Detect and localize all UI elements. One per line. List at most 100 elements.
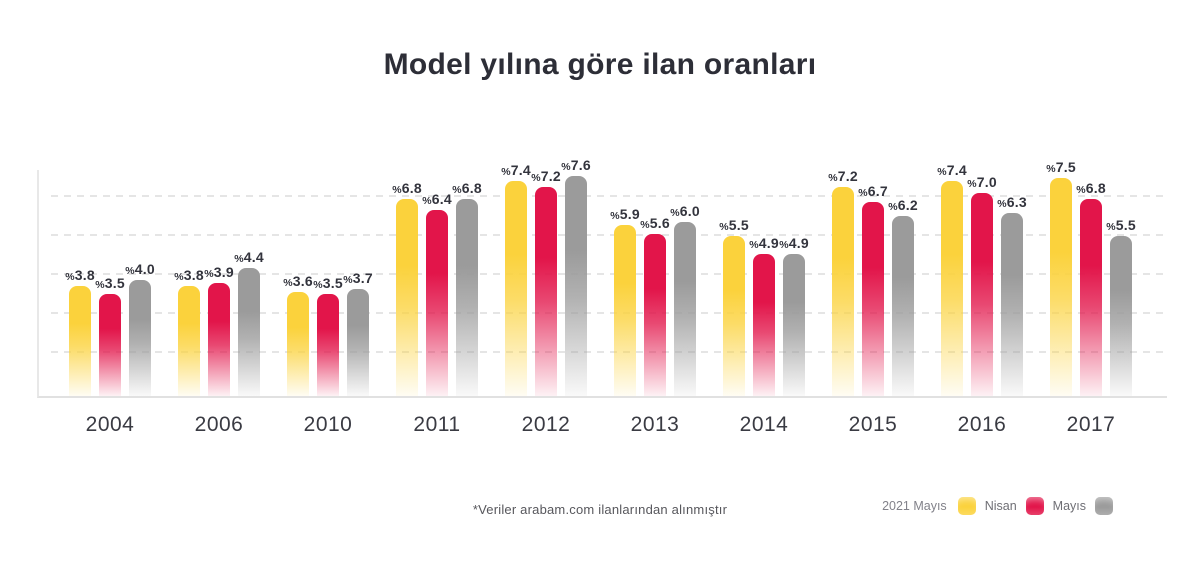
percent-sign: % [888,201,898,213]
bar-yellow-nisan-2016: %7.4 [937,162,967,396]
percent-sign: % [967,178,977,190]
bar-value-label: %6.8 [392,180,422,196]
percent-sign: % [392,184,402,196]
bar-gray-2012: %7.6 [561,157,591,396]
value-text: 6.8 [461,180,482,196]
percent-sign: % [670,207,680,219]
bar-group-2006: %3.8 %3.9 %4.4 2006 [174,170,264,436]
bar-red-mayis-2014: %4.9 [749,235,779,396]
bar-gray-2015: %6.2 [888,197,918,396]
percent-sign: % [422,195,432,207]
value-text: 4.4 [243,249,264,265]
percent-sign: % [65,271,75,283]
value-text: 3.8 [183,267,204,283]
percent-sign: % [95,279,105,291]
percent-sign: % [1076,184,1086,196]
bar-red-mayis-2004: %3.5 [95,275,125,396]
gridline [51,195,1167,197]
legend-label-nisan: Nisan [984,499,1017,513]
bar-value-label: %4.4 [234,249,264,265]
bar-group-2013: %5.9 %5.6 %6.0 2013 [610,170,700,436]
gridline [51,234,1167,236]
bar-value-label: %7.5 [1046,159,1076,175]
value-text: 7.2 [837,168,858,184]
percent-sign: % [1106,221,1116,233]
plot-area: %3.8 %3.5 %4.0 2004 %3.8 %3.9 %4.4 2006 %3.6 %3.5… [37,157,1167,436]
value-text: 4.9 [788,235,809,251]
bar-value-label: %4.9 [779,235,809,251]
value-text: 3.5 [322,275,343,291]
bar-value-label: %7.2 [828,168,858,184]
x-tick-2013: 2013 [630,413,680,436]
x-tick-2006: 2006 [194,413,244,436]
bar-gray-2006: %4.4 [234,249,264,396]
bar-value-label: %3.8 [65,267,95,283]
percent-sign: % [174,271,184,283]
bar-value-label: %6.8 [452,180,482,196]
bar-yellow-nisan-2010: %3.6 [283,273,313,396]
percent-sign: % [452,184,462,196]
percent-sign: % [204,268,214,280]
x-tick-2014: 2014 [739,413,789,436]
value-text: 6.2 [897,197,918,213]
bar-group-2014: %5.5 %4.9 %4.9 2014 [719,170,809,436]
x-tick-2012: 2012 [521,413,571,436]
value-text: 3.9 [213,264,234,280]
bar-red-mayis-2016: %7.0 [967,174,997,396]
legend-swatch-red-icon [1025,497,1044,515]
bar-red-mayis-2013: %5.6 [640,215,670,396]
x-tick-2015: 2015 [848,413,898,436]
bar-value-label: %4.9 [749,235,779,251]
x-tick-2017: 2017 [1066,413,1116,436]
percent-sign: % [501,166,511,178]
bar-gray-2004: %4.0 [125,261,155,396]
percent-sign: % [719,221,729,233]
x-tick-2011: 2011 [413,413,461,436]
percent-sign: % [749,239,759,251]
value-text: 5.5 [1115,217,1136,233]
value-text: 3.7 [352,270,373,286]
bar-value-label: %5.6 [640,215,670,231]
bar-yellow-nisan-2017: %7.5 [1046,159,1076,396]
x-tick-2010: 2010 [303,413,353,436]
value-text: 4.9 [758,235,779,251]
value-text: 4.0 [134,261,155,277]
bar-value-label: %7.0 [967,174,997,190]
bar-red-mayis-2010: %3.5 [313,275,343,396]
bar-group-2011: %6.8 %6.4 %6.8 2011 [392,170,482,436]
bar-value-label: %6.3 [997,194,1027,210]
bar-value-label: %5.5 [719,217,749,233]
value-text: 7.2 [540,168,561,184]
value-text: 6.3 [1006,194,1027,210]
percent-sign: % [561,161,571,173]
percent-sign: % [779,239,789,251]
bar-yellow-nisan-2012: %7.4 [501,162,531,396]
value-text: 3.5 [104,275,125,291]
value-text: 3.6 [292,273,313,289]
bar-red-mayis-2011: %6.4 [422,191,452,396]
value-text: 7.5 [1055,159,1076,175]
percent-sign: % [283,277,293,289]
bar-gray-2013: %6.0 [670,203,700,396]
bar-value-label: %5.9 [610,206,640,222]
bar-yellow-nisan-2011: %6.8 [392,180,422,396]
legend: 2021 Mayıs Nisan Mayıs [872,497,1122,515]
bar-value-label: %7.6 [561,157,591,173]
gridline [51,312,1167,314]
percent-sign: % [828,172,838,184]
bar-value-label: %6.8 [1076,180,1106,196]
bar-value-label: %3.6 [283,273,313,289]
bar-value-label: %6.4 [422,191,452,207]
bar-gray-2014: %4.9 [779,235,809,396]
bar-gray-2010: %3.7 [343,270,373,396]
percent-sign: % [858,187,868,199]
bar-group-2016: %7.4 %7.0 %6.3 2016 [937,162,1026,436]
bar-group-2010: %3.6 %3.5 %3.7 2010 [283,170,373,436]
bar-group-2017: %7.5 %6.8 %5.5 2017 [1046,159,1135,436]
bar-value-label: %3.8 [174,267,204,283]
bar-group-2015: %7.2 %6.7 %6.2 2015 [828,168,918,436]
bar-value-label: %4.0 [125,261,155,277]
bar-gray-2011: %6.8 [452,180,482,396]
percent-sign: % [997,198,1007,210]
page-title: Model yılına göre ilan oranları [383,48,817,81]
